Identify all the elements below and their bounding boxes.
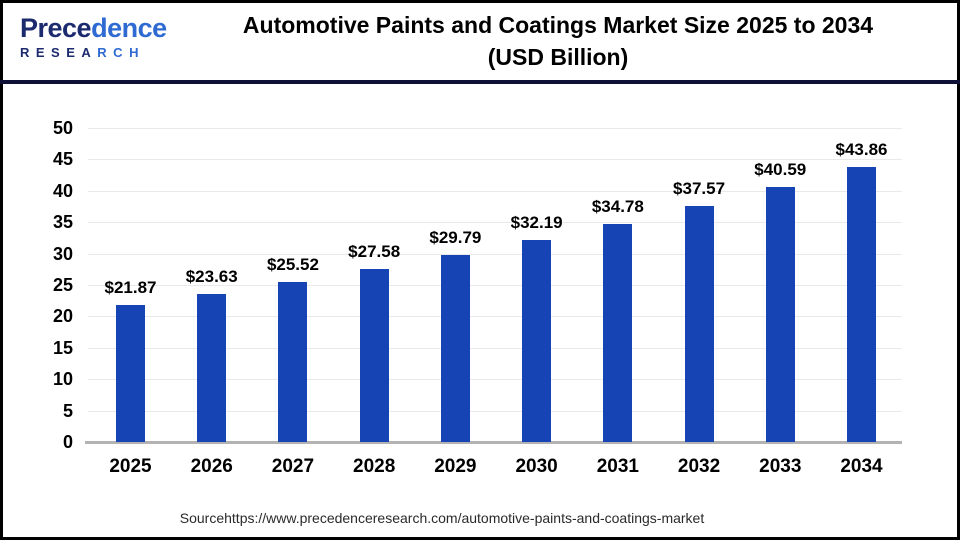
- y-axis-tick-label: 5: [62, 400, 73, 421]
- x-axis-tick-label: 2033: [759, 456, 802, 477]
- gridline: [88, 285, 902, 286]
- gridline: [88, 410, 902, 412]
- y-axis-tick-label: 25: [52, 275, 73, 295]
- bar: [847, 166, 876, 442]
- y-axis-tick-label: 20: [52, 306, 73, 327]
- logo-brand-name-light: dence: [91, 13, 167, 43]
- x-axis-tick-label: 2029: [434, 456, 477, 477]
- chart-title: Automotive Paints and Coatings Market Si…: [170, 9, 946, 73]
- y-axis-tick-label: 10: [52, 369, 73, 390]
- y-axis-tick-label: 15: [52, 337, 73, 358]
- bar-value-label: $23.63: [185, 266, 238, 286]
- chart-title-line2: (USD Billion): [487, 44, 629, 70]
- x-axis-tick-label: 2031: [596, 456, 639, 477]
- bar-value-label: $37.57: [673, 179, 726, 199]
- y-axis-tick-label: 0: [62, 432, 73, 452]
- x-axis-tick-label: 2026: [190, 456, 233, 477]
- x-axis-tick-label: 2034: [840, 456, 883, 477]
- gridline: [88, 316, 902, 318]
- y-axis-tick-label: 40: [52, 180, 73, 201]
- bar: [603, 223, 633, 442]
- y-axis-tick-label: 35: [52, 212, 73, 233]
- bar-value-label: $34.78: [591, 196, 644, 216]
- bar: [116, 304, 145, 442]
- bar-value-label: $25.52: [266, 254, 319, 274]
- bar-value-label: $40.59: [754, 160, 807, 180]
- gridline: [88, 253, 902, 255]
- gridline: [88, 347, 902, 349]
- x-axis-tick-label: 2028: [353, 456, 396, 477]
- logo-brand-name: Precedence: [20, 15, 167, 42]
- y-axis-tick-label: 30: [52, 243, 73, 264]
- logo-brand-subtitle-dark: RESEA: [20, 45, 98, 60]
- gridline: [88, 222, 902, 224]
- x-axis-tick-label: 2030: [515, 456, 558, 477]
- x-axis-line: [85, 441, 902, 444]
- logo-brand-subtitle-light: RCH: [97, 45, 145, 60]
- x-axis-tick-label: 2027: [271, 456, 315, 477]
- logo-brand-name-dark: Prece: [20, 13, 92, 43]
- x-axis-tick-label: 2032: [677, 456, 721, 477]
- bar: [684, 206, 714, 442]
- bar: [197, 293, 227, 442]
- chart-title-line1: Automotive Paints and Coatings Market Si…: [242, 12, 874, 38]
- gridline: [88, 190, 902, 192]
- gridline: [88, 159, 902, 161]
- logo-brand-subtitle: RESEARCH: [20, 46, 167, 59]
- source-text: Sourcehttps://www.precedenceresearch.com…: [179, 510, 705, 526]
- bar-value-label: $32.19: [510, 212, 563, 232]
- precedence-logo: Precedence RESEARCH: [20, 15, 167, 60]
- bar: [765, 187, 795, 442]
- bar-value-label: $27.58: [348, 241, 401, 261]
- bar: [440, 254, 470, 442]
- bar: [278, 281, 308, 442]
- bar-value-label: $21.87: [104, 277, 157, 297]
- bar-value-label: $43.86: [835, 139, 888, 159]
- bar: [522, 239, 552, 442]
- y-axis-tick-label: 45: [52, 149, 73, 170]
- gridline: [88, 379, 902, 381]
- y-axis-tick-label: 50: [52, 118, 73, 138]
- gridline: [88, 128, 902, 129]
- x-axis-tick-label: 2025: [109, 456, 152, 477]
- bar: [359, 268, 389, 442]
- header-divider: [0, 80, 960, 84]
- bar-value-label: $29.79: [429, 227, 482, 247]
